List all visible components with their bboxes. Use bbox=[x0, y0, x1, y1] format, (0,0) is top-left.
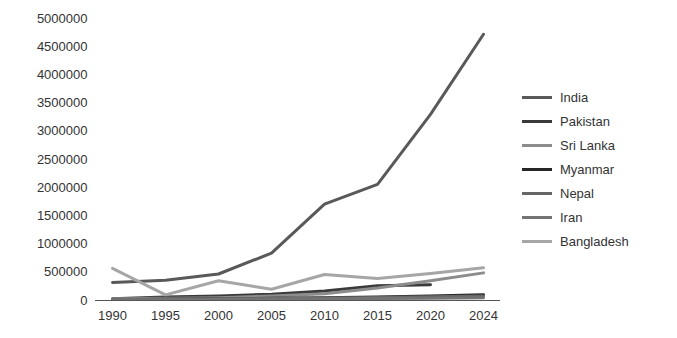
svg-text:4500000: 4500000 bbox=[37, 39, 88, 54]
svg-text:2000: 2000 bbox=[204, 308, 233, 323]
svg-text:5000000: 5000000 bbox=[37, 11, 88, 26]
html-text:Iran: Iran bbox=[560, 209, 583, 225]
svg-text:2020: 2020 bbox=[416, 308, 445, 323]
svg-text:3000000: 3000000 bbox=[37, 123, 88, 138]
html-text:Bangladesh: Bangladesh bbox=[560, 233, 629, 249]
html-text:Pakistan: Pakistan bbox=[560, 113, 610, 129]
svg-text:500000: 500000 bbox=[44, 264, 87, 279]
svg-text:3500000: 3500000 bbox=[37, 95, 88, 110]
svg-text:4000000: 4000000 bbox=[37, 67, 88, 82]
svg-text:2005: 2005 bbox=[257, 308, 286, 323]
svg-text:2010: 2010 bbox=[310, 308, 339, 323]
svg-text:1500000: 1500000 bbox=[37, 208, 88, 223]
svg-text:2024: 2024 bbox=[469, 308, 498, 323]
svg-text:1995: 1995 bbox=[151, 308, 180, 323]
html-text:Sri Lanka: Sri Lanka bbox=[560, 137, 615, 153]
svg-text:2000000: 2000000 bbox=[37, 180, 88, 195]
svg-text:0: 0 bbox=[80, 293, 87, 308]
html-text:Myanmar: Myanmar bbox=[560, 161, 615, 177]
html-text:India: India bbox=[560, 89, 589, 105]
svg-text:1990: 1990 bbox=[98, 308, 127, 323]
svg-text:1000000: 1000000 bbox=[37, 236, 88, 251]
svg-text:2015: 2015 bbox=[363, 308, 392, 323]
svg-text:2500000: 2500000 bbox=[37, 152, 88, 167]
html-text:Nepal: Nepal bbox=[560, 185, 594, 201]
